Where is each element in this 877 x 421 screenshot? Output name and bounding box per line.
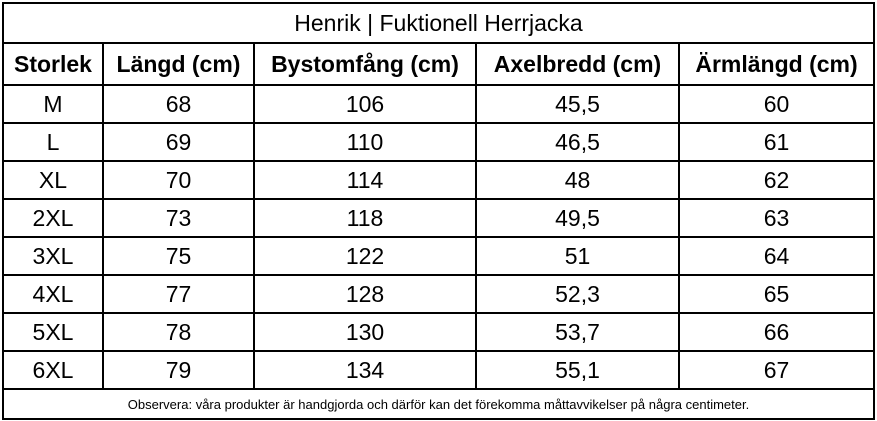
data-row: 5XL 78 130 53,7 66 (2, 312, 875, 352)
cell: 73 (102, 198, 255, 238)
data-row: 6XL 79 134 55,1 67 (2, 350, 875, 390)
cell: 68 (102, 84, 255, 124)
cell: 2XL (2, 198, 104, 238)
column-header: Storlek (2, 42, 104, 86)
cell: 48 (475, 160, 680, 200)
note-row: Observera: våra produkter är handgjorda … (2, 388, 875, 420)
cell: 49,5 (475, 198, 680, 238)
data-row: M 68 106 45,5 60 (2, 84, 875, 124)
cell: 77 (102, 274, 255, 314)
cell: 46,5 (475, 122, 680, 162)
cell: 134 (253, 350, 477, 390)
data-row: 2XL 73 118 49,5 63 (2, 198, 875, 238)
cell: 62 (678, 160, 875, 200)
cell: 60 (678, 84, 875, 124)
table-title: Henrik | Fuktionell Herrjacka (2, 2, 875, 44)
note: Observera: våra produkter är handgjorda … (2, 388, 875, 420)
cell: 65 (678, 274, 875, 314)
cell: 5XL (2, 312, 104, 352)
cell: 63 (678, 198, 875, 238)
cell: 45,5 (475, 84, 680, 124)
header-row: Storlek Längd (cm) Bystomfång (cm) Axelbred… (2, 42, 875, 86)
cell: 114 (253, 160, 477, 200)
cell: 3XL (2, 236, 104, 276)
cell: 78 (102, 312, 255, 352)
cell: 106 (253, 84, 477, 124)
cell: 67 (678, 350, 875, 390)
cell: M (2, 84, 104, 124)
cell: 4XL (2, 274, 104, 314)
cell: L (2, 122, 104, 162)
data-row: 3XL 75 122 51 64 (2, 236, 875, 276)
cell: 51 (475, 236, 680, 276)
cell: 70 (102, 160, 255, 200)
cell: 122 (253, 236, 477, 276)
cell: 66 (678, 312, 875, 352)
cell: 130 (253, 312, 477, 352)
cell: 6XL (2, 350, 104, 390)
cell: 110 (253, 122, 477, 162)
cell: XL (2, 160, 104, 200)
cell: 128 (253, 274, 477, 314)
column-header: Bystomfång (cm) (253, 42, 477, 86)
column-header: Axelbredd (cm) (475, 42, 680, 86)
cell: 64 (678, 236, 875, 276)
cell: 55,1 (475, 350, 680, 390)
cell: 61 (678, 122, 875, 162)
data-row: 4XL 77 128 52,3 65 (2, 274, 875, 314)
column-header: Längd (cm) (102, 42, 255, 86)
cell: 69 (102, 122, 255, 162)
title-row: Henrik | Fuktionell Herrjacka (2, 2, 875, 44)
data-row: XL 70 114 48 62 (2, 160, 875, 200)
data-row: L 69 110 46,5 61 (2, 122, 875, 162)
cell: 118 (253, 198, 477, 238)
column-header: Ärmlängd (cm) (678, 42, 875, 86)
cell: 79 (102, 350, 255, 390)
cell: 53,7 (475, 312, 680, 352)
cell: 75 (102, 236, 255, 276)
cell: 52,3 (475, 274, 680, 314)
